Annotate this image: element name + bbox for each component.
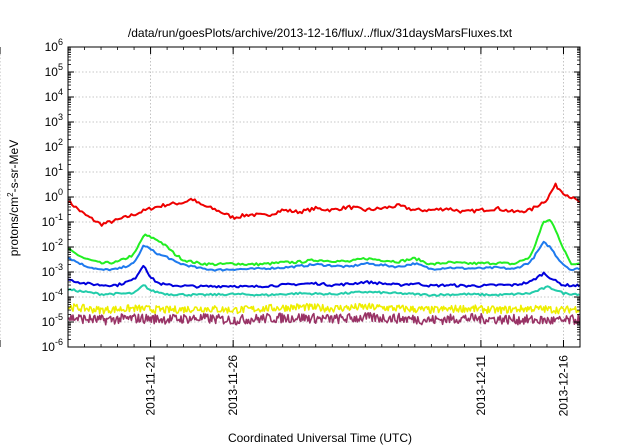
x-tick-label: 2013-11-21 <box>144 355 158 416</box>
y-tick-label: 102 <box>45 137 63 154</box>
y-tick-label: 100 <box>45 187 63 204</box>
y-tick-label: 10-5 <box>42 312 63 329</box>
y-tick-exponent: 4 <box>58 87 63 97</box>
y-tick-exponent: -5 <box>55 312 63 322</box>
x-tick-label: 2013-11-26 <box>226 355 240 416</box>
y-tick-label: 106 <box>45 37 63 54</box>
y-axis-label-suffix: -s-sr-MeV <box>7 139 21 193</box>
y-tick-label: 101 <box>45 162 63 179</box>
chart-title: /data/run/goesPlots/archive/2013-12-16/f… <box>127 26 513 40</box>
y-tick-exponent: 3 <box>58 112 63 122</box>
y-tick-exponent: 6 <box>58 37 63 47</box>
y-tick-exponent: 0 <box>58 187 63 197</box>
series-line <box>67 182 581 227</box>
y-tick-exponent: -4 <box>55 287 63 297</box>
series-line <box>67 302 581 315</box>
y-tick-label: 10-3 <box>42 262 63 279</box>
y-tick-label: 104 <box>45 87 63 104</box>
y-tick-exponent: -2 <box>55 237 63 247</box>
y-tick-exponent: 2 <box>58 137 63 147</box>
y-tick-exponent: -3 <box>55 262 63 272</box>
y-tick-exponent: -1 <box>55 212 63 222</box>
y-tick-label: 10-6 <box>42 337 63 354</box>
series-line <box>67 284 580 297</box>
x-axis-label: Coordinated Universal Time (UTC) <box>227 431 413 445</box>
grid <box>0 47 580 347</box>
y-tick-exponent: 5 <box>58 62 63 72</box>
y-tick-label: 10-1 <box>42 212 63 229</box>
x-tick-label: 2013-12-11 <box>474 355 488 416</box>
y-axis-label-prefix: protons/cm <box>7 196 21 257</box>
y-tick-label: 103 <box>45 112 63 129</box>
series-line <box>67 219 580 267</box>
series-line <box>67 311 581 326</box>
series-line <box>67 264 581 289</box>
y-tick-label: 10-2 <box>42 237 63 254</box>
series-line <box>67 240 580 272</box>
y-tick-exponent: 1 <box>58 162 63 172</box>
y-tick-label: 10-4 <box>42 287 63 304</box>
y-tick-label: 105 <box>45 62 63 79</box>
y-tick-exponent: -6 <box>55 337 63 347</box>
y-axis-label-exponent: 2 <box>6 192 15 197</box>
x-tick-label: 2013-12-16 <box>556 355 570 417</box>
